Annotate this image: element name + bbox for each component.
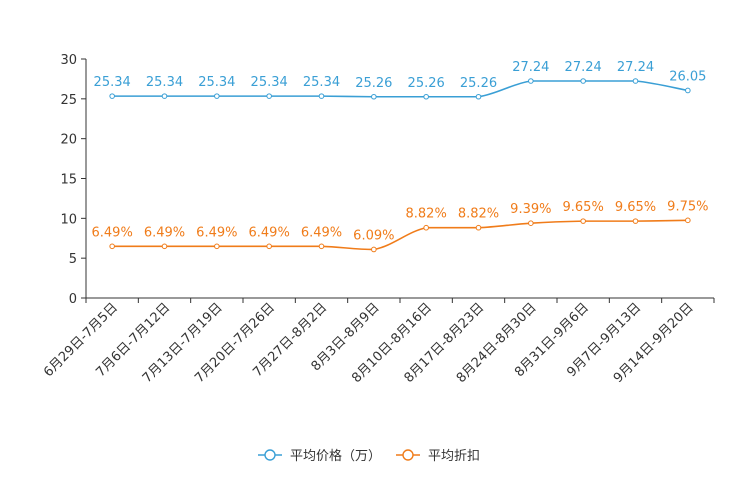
y-tick-label: 25 (60, 93, 77, 108)
series-layer (109, 78, 691, 253)
data-point[interactable] (528, 78, 534, 84)
data-point[interactable] (580, 218, 586, 224)
data-point[interactable] (318, 93, 325, 99)
data-point[interactable] (632, 78, 639, 84)
data-point[interactable] (685, 87, 691, 94)
data-label: 26.05 (669, 69, 706, 84)
data-point[interactable] (318, 243, 325, 250)
data-label: 6.49% (144, 225, 185, 240)
data-point[interactable] (580, 78, 586, 84)
data-point[interactable] (475, 93, 482, 100)
data-point[interactable] (109, 243, 115, 250)
legend[interactable]: 平均价格（万） 平均折扣 (258, 448, 480, 464)
data-label: 8.82% (406, 207, 447, 222)
data-point[interactable] (266, 243, 272, 250)
y-tick-label: 30 (60, 53, 77, 68)
data-label: 25.26 (355, 76, 392, 91)
data-label: 6.09% (353, 228, 394, 243)
data-label: 25.34 (146, 75, 183, 90)
data-label: 6.49% (301, 225, 342, 240)
data-label: 9.39% (510, 202, 551, 217)
legend-item-2[interactable]: 平均折扣 (396, 449, 480, 464)
data-label: 27.24 (512, 60, 549, 75)
data-label: 25.34 (94, 75, 131, 90)
data-label: 6.49% (92, 225, 133, 240)
legend-label: 平均价格（万） (290, 448, 381, 464)
legend-marker-icon (264, 449, 276, 461)
data-point[interactable] (161, 243, 168, 250)
data-point[interactable] (423, 224, 429, 231)
data-point[interactable] (371, 93, 377, 100)
data-label: 25.34 (251, 75, 288, 90)
axes: 0510152025306月29日-7月5日7月6日-7月12日7月13日-7月… (41, 53, 715, 386)
series-line-2 (112, 219, 688, 251)
data-point[interactable] (161, 93, 168, 99)
y-tick-label: 5 (69, 252, 77, 267)
data-point[interactable] (371, 246, 377, 253)
data-point[interactable] (214, 93, 220, 99)
data-label: 6.49% (249, 225, 290, 240)
data-label: 6.49% (196, 225, 237, 240)
data-label: 25.34 (303, 75, 340, 90)
data-point[interactable] (266, 93, 272, 99)
data-label: 25.26 (408, 76, 445, 91)
y-tick-label: 15 (60, 173, 77, 188)
legend-marker-icon (402, 449, 414, 461)
data-label: 9.65% (563, 200, 604, 215)
legend-item-1[interactable]: 平均价格（万） (258, 448, 381, 464)
data-point[interactable] (685, 217, 691, 224)
legend-label: 平均折扣 (428, 449, 480, 464)
data-point[interactable] (109, 93, 115, 99)
data-label: 25.34 (198, 75, 235, 90)
data-label: 27.24 (565, 60, 602, 75)
y-tick-label: 10 (60, 212, 77, 227)
data-point[interactable] (475, 224, 482, 231)
data-point[interactable] (632, 218, 639, 224)
data-label: 27.24 (617, 60, 654, 75)
data-label: 9.75% (667, 199, 708, 214)
data-label: 25.26 (460, 76, 497, 91)
y-tick-label: 20 (60, 133, 77, 148)
data-point[interactable] (423, 93, 429, 100)
series-line-1 (112, 80, 688, 98)
data-labels: 25.34 25.34 25.34 25.34 25.34 25.26 25.26 25.26… (92, 60, 709, 243)
data-point[interactable] (528, 220, 534, 226)
data-label: 9.65% (615, 200, 656, 215)
y-tick-label: 0 (69, 292, 77, 307)
data-label: 8.82% (458, 207, 499, 222)
data-point[interactable] (214, 243, 220, 250)
